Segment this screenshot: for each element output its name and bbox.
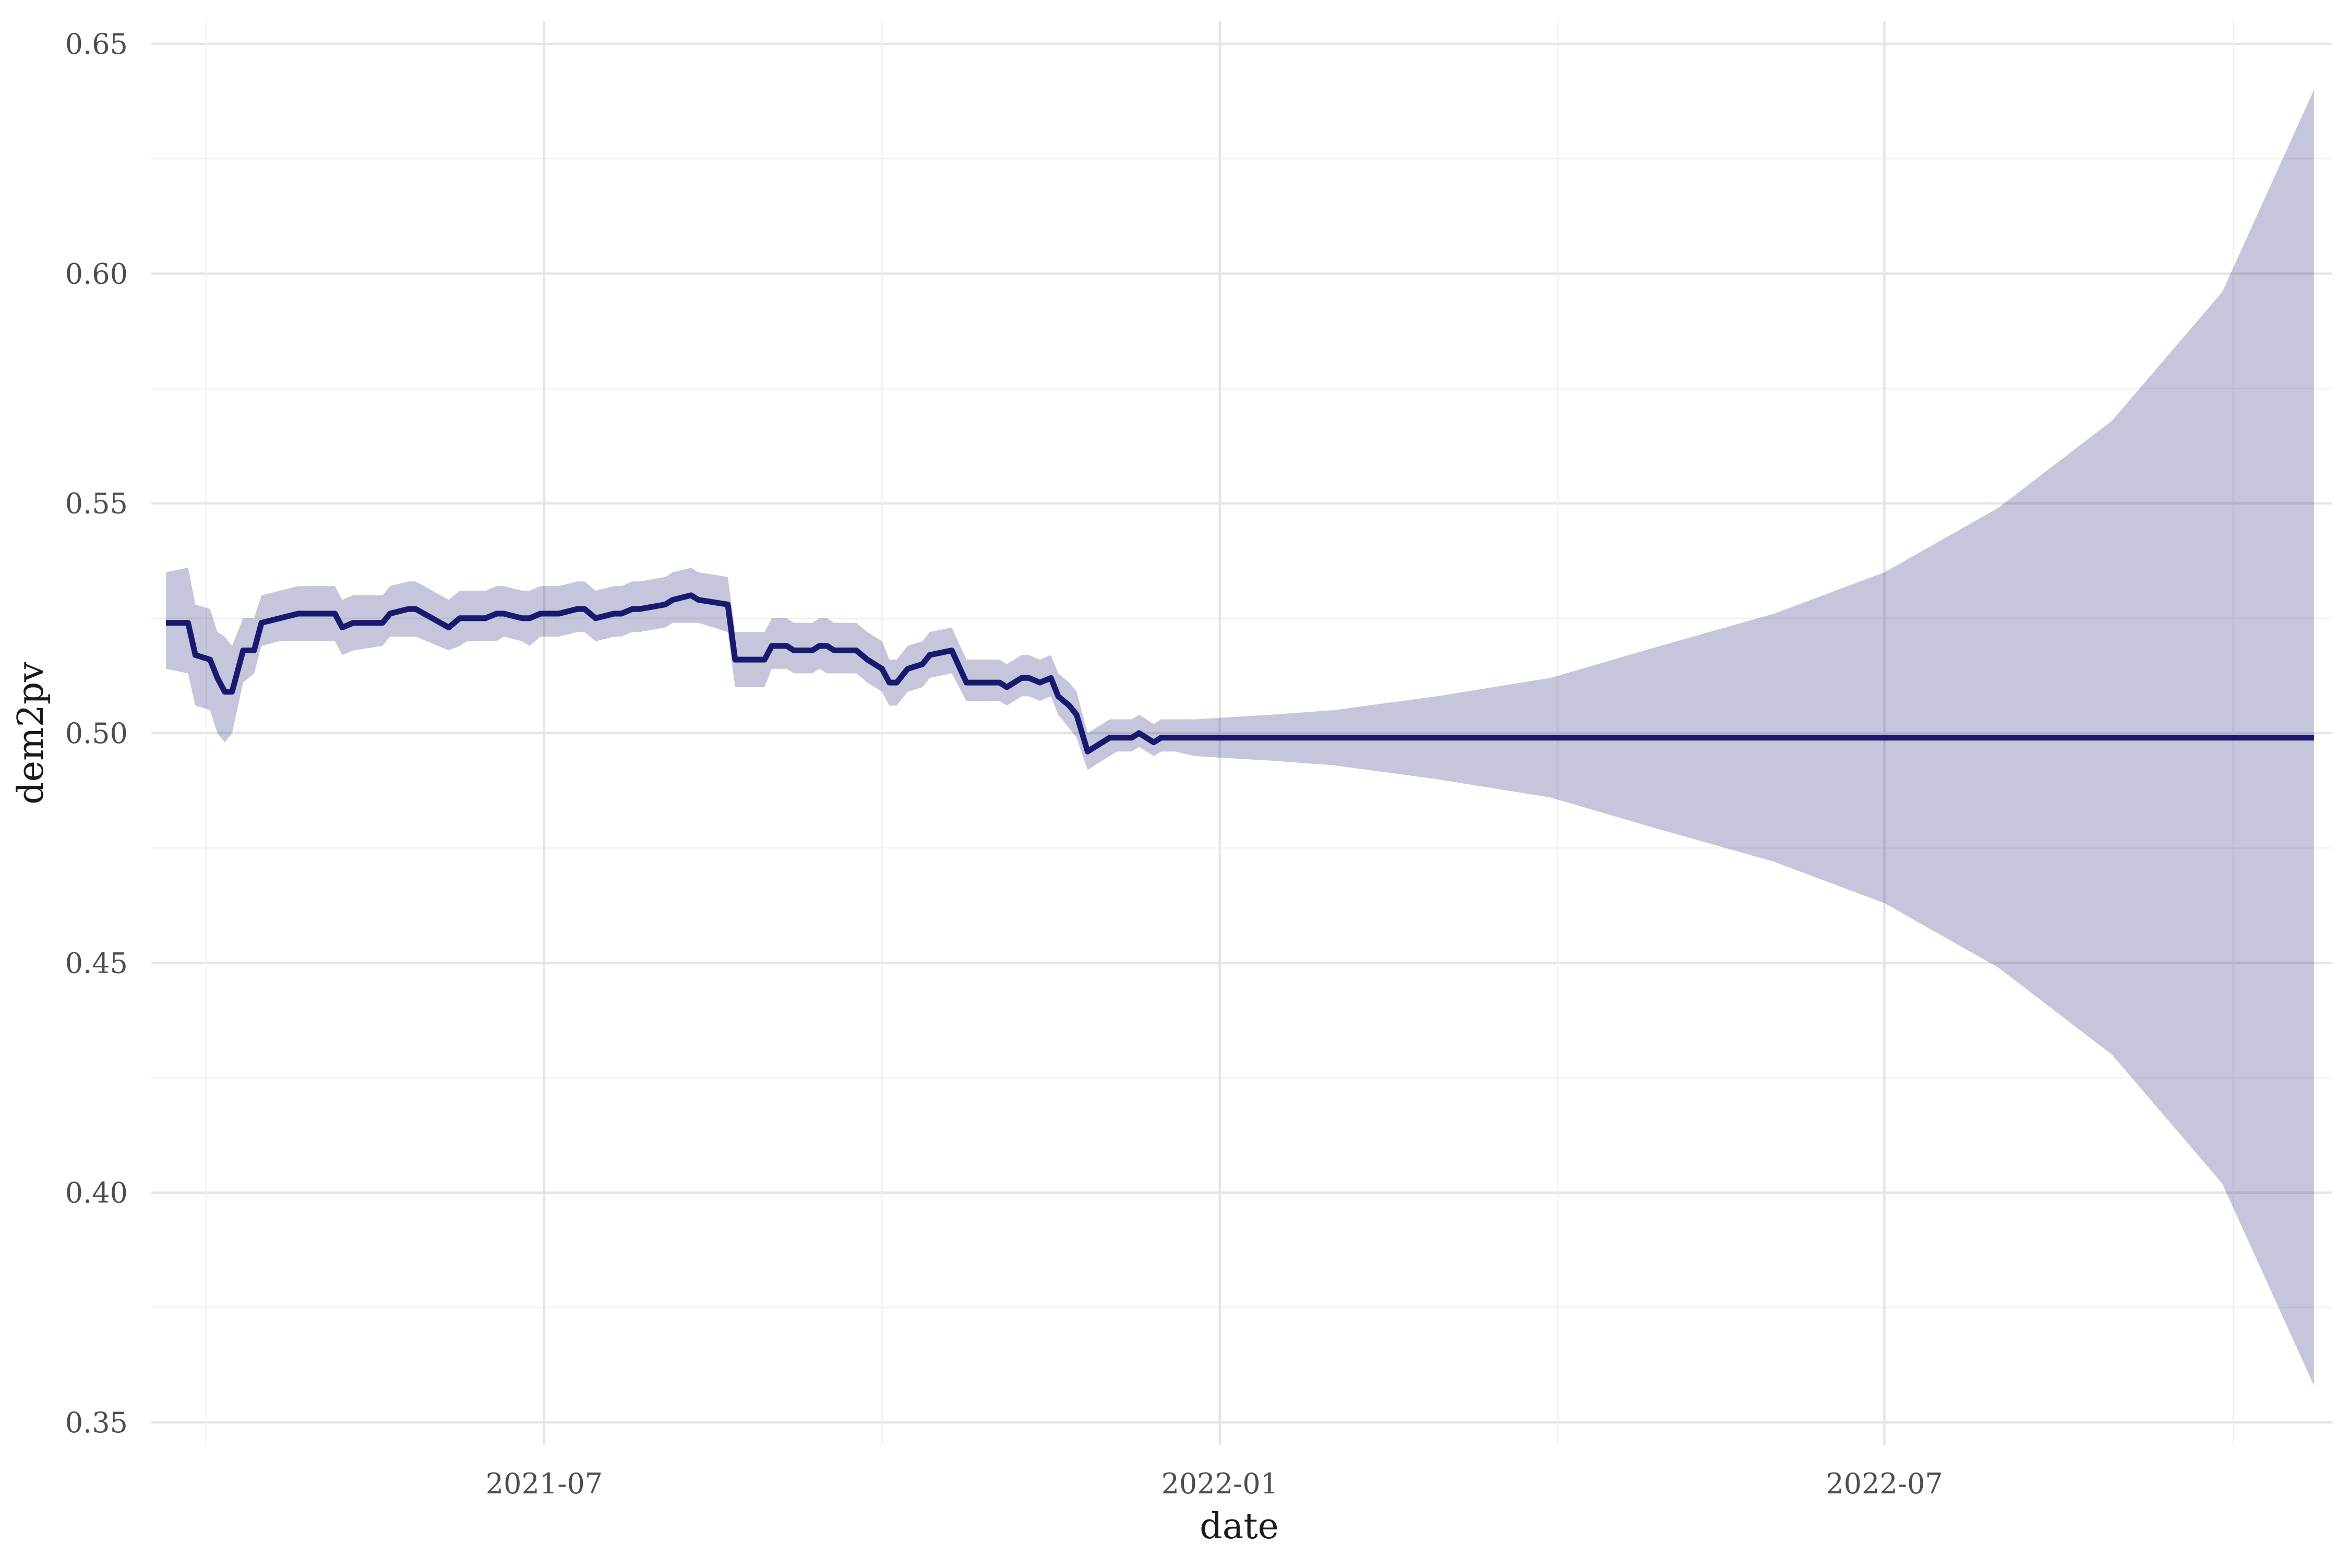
- y-tick-label: 0.40: [65, 1177, 128, 1210]
- y-tick-label: 0.50: [65, 717, 128, 750]
- y-tick-label: 0.60: [65, 257, 128, 290]
- y-tick-label: 0.65: [65, 28, 128, 61]
- x-tick-label: 2022-01: [1161, 1467, 1278, 1500]
- x-axis-title: date: [1200, 1506, 1279, 1547]
- series-line: [166, 592, 2314, 755]
- y-tick-labels: 0.35 0.40 0.45 0.50 0.55 0.60 0.65: [65, 28, 128, 1439]
- y-axis-title: dem2pv: [10, 662, 52, 805]
- grid-layer: [151, 21, 2332, 1445]
- x-tick-label: 2021-07: [486, 1467, 603, 1500]
- x-tick-labels: 2021-07 2022-01 2022-07: [486, 1467, 1943, 1500]
- y-tick-label: 0.45: [65, 947, 128, 979]
- x-tick-label: 2022-07: [1826, 1467, 1943, 1500]
- y-tick-label: 0.35: [65, 1406, 128, 1439]
- y-tick-label: 0.55: [65, 487, 128, 520]
- line-layer: [166, 592, 2314, 755]
